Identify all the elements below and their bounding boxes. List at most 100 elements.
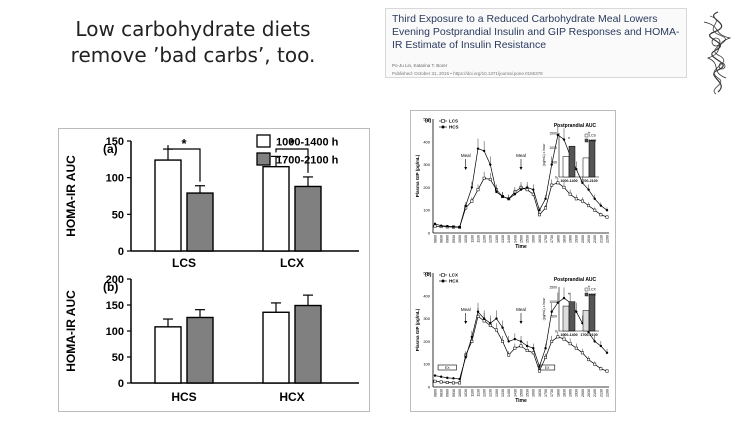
x-tick-label: 1130 xyxy=(476,235,480,243)
data-point xyxy=(439,375,443,378)
category-label: LCX xyxy=(280,256,304,270)
data-point xyxy=(538,365,541,368)
meal-label: Meal xyxy=(516,307,526,312)
x-tick-label: 2000 xyxy=(581,235,585,243)
x-tick-label: 2100 xyxy=(593,389,597,397)
x-tick-label: 1800 xyxy=(556,235,560,243)
y-tick-label: 500 xyxy=(423,271,430,276)
y-tick-label: 200 xyxy=(106,274,124,286)
data-point xyxy=(489,163,492,166)
category-label: HCX xyxy=(279,390,304,404)
data-point xyxy=(544,206,548,210)
x-tick-label: 1430 xyxy=(513,389,517,397)
x-tick-label: 2100 xyxy=(593,235,597,243)
data-point xyxy=(605,215,609,219)
data-point xyxy=(464,204,467,207)
data-point xyxy=(482,319,486,323)
legend-label: 1700-2100 h xyxy=(276,155,339,167)
inset-bar xyxy=(582,310,590,332)
inset-legend-swatch xyxy=(584,287,589,292)
series-line xyxy=(434,315,608,384)
data-point xyxy=(544,355,548,359)
data-point xyxy=(452,377,455,380)
data-point xyxy=(550,310,553,313)
data-point xyxy=(507,353,511,357)
x-tick-label: 1600 xyxy=(532,389,536,397)
x-tick-label: 1930 xyxy=(575,389,579,397)
y-tick-label: 500 xyxy=(423,117,430,122)
y-tick-label: 100 xyxy=(106,173,124,185)
inset-title: Postprandial AUC xyxy=(554,123,597,129)
x-tick-label: 0800 xyxy=(433,235,437,243)
data-point xyxy=(531,351,535,355)
gip-chart-panel: 0 100 200 300 400 500 0800 0830 0900 0930 1000 1030… xyxy=(410,110,616,412)
data-point xyxy=(538,209,541,212)
x-tick-label: 1900 xyxy=(569,389,573,397)
paper-title[interactable]: Third Exposure to a Reduced Carbohydrate… xyxy=(392,13,680,51)
data-point xyxy=(580,351,584,355)
x-tick-label: 1000 xyxy=(458,235,462,243)
inset-y-tick-label: 0 xyxy=(555,329,557,333)
y-axis-label: Plasma GIP (pg/mL) xyxy=(415,308,420,351)
data-point xyxy=(470,199,474,203)
legend-label: LCS xyxy=(449,119,458,124)
x-axis-label: Time xyxy=(515,398,527,404)
inset-bar xyxy=(562,305,570,332)
x-tick-label: 1700 xyxy=(544,389,548,397)
data-point xyxy=(495,190,498,194)
data-point xyxy=(482,149,486,153)
x-tick-label: 1800 xyxy=(556,389,560,397)
data-point xyxy=(568,192,572,196)
y-tick-label: 100 xyxy=(423,362,430,367)
bar xyxy=(294,185,322,252)
data-point xyxy=(482,176,486,180)
significance-star: * xyxy=(289,136,295,151)
data-point xyxy=(599,213,603,217)
data-point xyxy=(593,362,597,366)
x-tick-label: 1930 xyxy=(575,235,579,243)
data-point xyxy=(525,344,529,348)
meal-label: Meal xyxy=(516,153,526,158)
meal-label: Meal xyxy=(461,153,471,158)
legend-swatch xyxy=(256,134,271,148)
exercise-box xyxy=(437,364,457,371)
inset-y-axis-label: (pg/mL) x hour xyxy=(542,143,546,167)
data-point xyxy=(476,188,480,192)
meal-label: Meal xyxy=(461,307,471,312)
x-tick-label: 1500 xyxy=(519,389,523,397)
data-point xyxy=(439,224,443,227)
inset-significance: * xyxy=(568,137,570,143)
inset-y-tick-label: 500 xyxy=(551,161,557,165)
inset-bar xyxy=(588,140,596,178)
data-point xyxy=(519,340,523,343)
bar xyxy=(154,159,182,252)
inset-y-tick-label: 500 xyxy=(551,315,557,319)
data-point xyxy=(532,188,535,191)
inset-legend-swatch xyxy=(584,292,589,297)
y-tick-label: 100 xyxy=(423,208,430,213)
data-point xyxy=(593,340,596,343)
x-tick-label: 1330 xyxy=(501,235,505,243)
slide-title-line-1: Low carbohydrate diets xyxy=(75,17,311,41)
data-point xyxy=(525,186,529,189)
x-tick-label: 1100 xyxy=(470,389,474,397)
meal-arrow-head xyxy=(464,321,468,324)
data-point xyxy=(470,335,474,339)
x-tick-label: 1730 xyxy=(550,235,554,243)
data-point xyxy=(433,374,437,377)
x-tick-label: 0800 xyxy=(433,389,437,397)
significance-bracket xyxy=(275,148,309,173)
inset-category-label: 1000-1400 xyxy=(560,333,577,337)
inset-y-tick-label: 1000 xyxy=(549,300,557,304)
data-point xyxy=(605,351,609,354)
data-point xyxy=(581,181,584,185)
meal-arrow-head xyxy=(519,167,523,170)
slide-title-line-2: remove ’bad carbs’, too. xyxy=(70,43,316,67)
data-point xyxy=(568,342,572,346)
x-tick-label: 1900 xyxy=(569,235,573,243)
y-tick-label: 50 xyxy=(112,209,124,221)
paper-citation[interactable]: Third Exposure to a Reduced Carbohydrate… xyxy=(385,8,687,78)
paper-meta: Published: October 31, 2016 • https://do… xyxy=(392,71,543,76)
x-tick-label: 0900 xyxy=(446,235,450,243)
